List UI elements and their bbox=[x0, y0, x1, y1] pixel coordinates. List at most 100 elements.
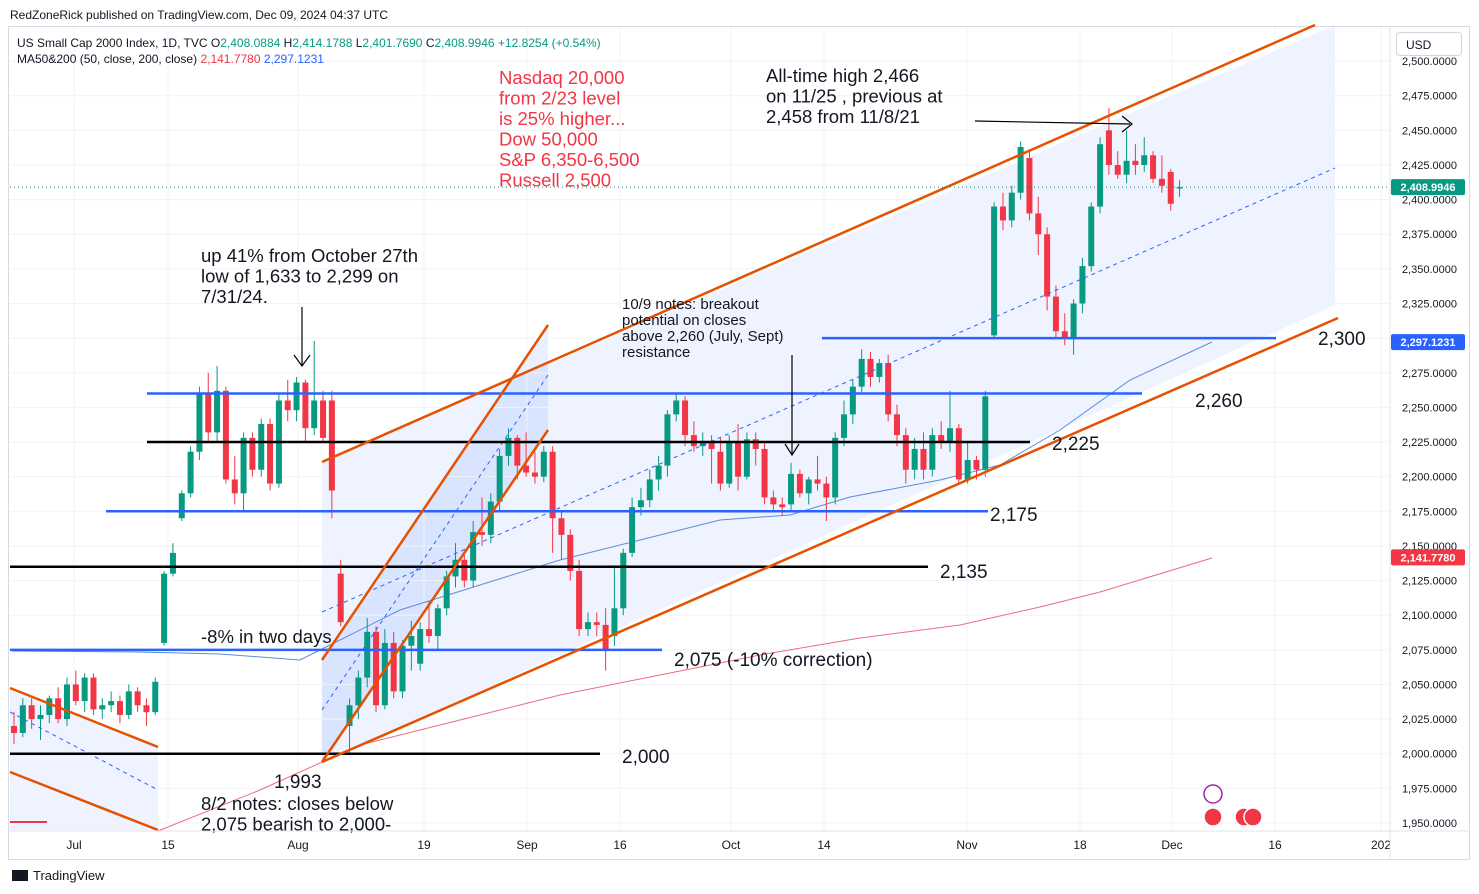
candle-body bbox=[417, 629, 424, 664]
x-tick-label: 15 bbox=[161, 838, 175, 852]
candle-body bbox=[584, 622, 591, 630]
x-tick-label: 16 bbox=[613, 838, 627, 852]
y-tick-label: 2,050.0000 bbox=[1402, 679, 1457, 691]
candle-body bbox=[426, 629, 433, 636]
up41-annotation: 7/31/24. bbox=[201, 286, 268, 307]
y-tick-label: 2,500.0000 bbox=[1402, 56, 1457, 68]
level-label: 2,135 bbox=[940, 562, 988, 583]
candle-body bbox=[576, 570, 583, 630]
tradingview-logo-icon bbox=[12, 870, 28, 881]
x-tick-label: Nov bbox=[956, 838, 977, 852]
candle-body bbox=[108, 701, 115, 706]
candle-body bbox=[999, 206, 1006, 221]
candle-body bbox=[735, 442, 742, 477]
candle-body bbox=[743, 439, 750, 477]
price-badge bbox=[1391, 549, 1465, 566]
candle-body bbox=[699, 442, 706, 447]
candle-body bbox=[620, 552, 627, 609]
candle-body bbox=[196, 393, 203, 452]
low-value: 2,401.7690 bbox=[362, 36, 423, 50]
candle-body bbox=[116, 701, 123, 715]
candle-body bbox=[1176, 187, 1183, 189]
x-tick-label: 202 bbox=[1371, 838, 1391, 852]
close-value: 2,408.9946 bbox=[434, 36, 495, 50]
x-tick-label: Sep bbox=[516, 838, 538, 852]
y-tick-label: 1,950.0000 bbox=[1402, 818, 1457, 830]
candle-body bbox=[161, 573, 168, 643]
candle-body bbox=[682, 400, 689, 436]
candle-body bbox=[1079, 266, 1086, 304]
channel-line bbox=[9, 686, 159, 749]
candle-body bbox=[28, 705, 35, 720]
peak-arrowhead bbox=[293, 354, 311, 368]
targets-annotation: Dow 50,000 bbox=[499, 129, 598, 150]
candle-body bbox=[673, 400, 680, 415]
event-marker-icon bbox=[1203, 784, 1223, 804]
y-tick-label: 2,075.0000 bbox=[1402, 645, 1457, 657]
ma-legend: MA50&200 (50, close, 200, close) 2,141.7… bbox=[17, 52, 324, 66]
y-tick-label: 2,200.0000 bbox=[1402, 472, 1457, 484]
candle-body bbox=[267, 424, 274, 484]
y-tick-label: 2,475.0000 bbox=[1402, 91, 1457, 103]
candle-body bbox=[885, 363, 892, 415]
level-label: 2,000 bbox=[622, 747, 670, 768]
candle-body bbox=[894, 414, 900, 436]
channel-line bbox=[321, 23, 1316, 464]
candle-body bbox=[1097, 144, 1104, 207]
price-badge-label: 2,297.1231 bbox=[1400, 337, 1455, 349]
candle-body bbox=[284, 400, 291, 411]
candle-body bbox=[311, 400, 318, 429]
drawing-lines bbox=[9, 23, 1390, 832]
y-tick-label: 2,400.0000 bbox=[1402, 195, 1457, 207]
candle-body bbox=[814, 479, 821, 484]
candle-body bbox=[222, 390, 229, 480]
candle-body bbox=[514, 437, 521, 466]
candle-body bbox=[320, 400, 327, 438]
y-tick-label: 1,975.0000 bbox=[1402, 783, 1457, 795]
currency-selector[interactable]: USD bbox=[1396, 32, 1462, 56]
candle-body bbox=[1061, 331, 1068, 339]
close-label: C bbox=[425, 36, 435, 50]
candle-body bbox=[81, 677, 88, 702]
x-tick-label: Oct bbox=[722, 838, 741, 852]
candle-body bbox=[1044, 234, 1051, 297]
flag-event-icon bbox=[1243, 807, 1263, 827]
candle-body bbox=[805, 479, 812, 494]
publisher-line: RedZoneRick published on TradingView.com… bbox=[10, 8, 388, 22]
candle-body bbox=[505, 437, 512, 456]
candle-body bbox=[1035, 213, 1042, 235]
candle-body bbox=[1052, 296, 1059, 332]
ma50-line bbox=[11, 341, 1213, 661]
candle-body bbox=[911, 448, 918, 470]
candle-body bbox=[355, 677, 362, 706]
candle-body bbox=[982, 396, 989, 470]
flag-event-icon bbox=[1203, 807, 1223, 827]
notes-1009-annotation: potential on closes bbox=[622, 312, 746, 329]
channel-line bbox=[320, 324, 550, 661]
y-tick-label: 2,000.0000 bbox=[1402, 749, 1457, 761]
candle-body bbox=[346, 705, 353, 727]
candle-body bbox=[364, 631, 371, 678]
price-badge-label: 2,408.9946 bbox=[1400, 182, 1455, 194]
candle-body bbox=[1150, 155, 1157, 179]
candle-body bbox=[832, 437, 839, 498]
candle-body bbox=[726, 442, 733, 484]
high-value: 2,414.1788 bbox=[292, 36, 353, 50]
candle-body bbox=[637, 500, 644, 508]
y-tick-label: 2,025.0000 bbox=[1402, 714, 1457, 726]
notes-0802-annotation: 2,075 bearish to 2,000- bbox=[201, 814, 391, 835]
candle-body bbox=[796, 473, 803, 494]
candle-body bbox=[788, 473, 795, 505]
axes: 1,950.0000 1,975.0000 2,000.0000 2,025.0000… bbox=[9, 27, 1470, 860]
y-tick-label: 2,125.0000 bbox=[1402, 576, 1457, 588]
targets-annotation: S&P 6,350-6,500 bbox=[499, 149, 640, 170]
y-tick-label: 2,250.0000 bbox=[1402, 402, 1457, 414]
candle-body bbox=[902, 435, 909, 470]
candle-body bbox=[99, 705, 106, 710]
candle-body bbox=[611, 608, 618, 636]
targets-annotation: Nasdaq 20,000 bbox=[499, 67, 625, 88]
candle-body bbox=[1008, 192, 1015, 221]
candle-body bbox=[37, 714, 44, 720]
candle-body bbox=[1026, 158, 1033, 214]
